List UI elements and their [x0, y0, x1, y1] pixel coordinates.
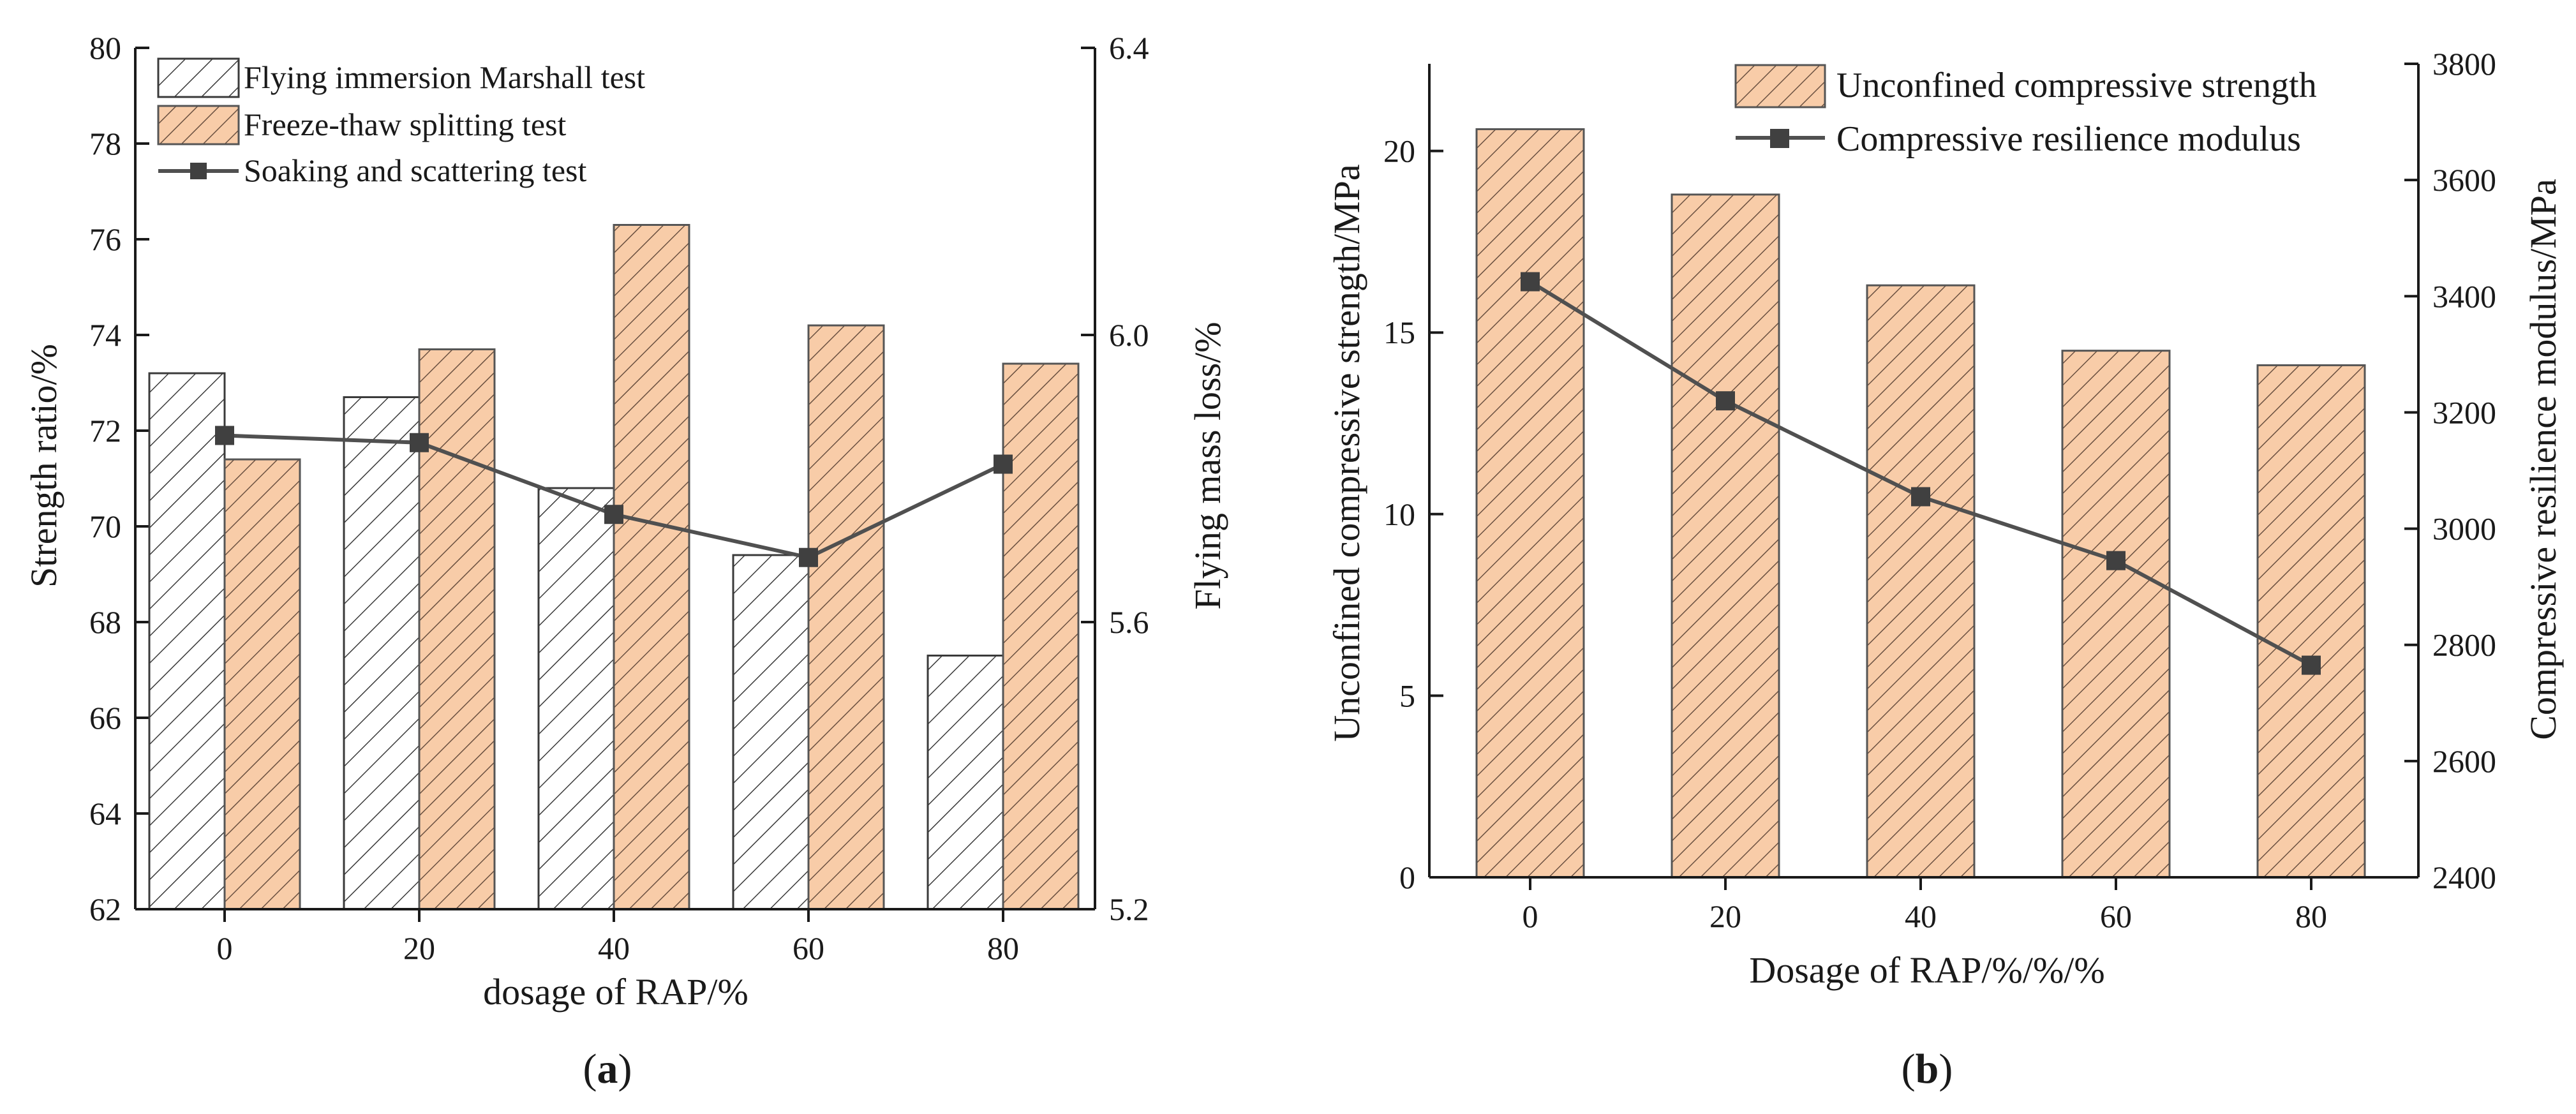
legend-label-ucs: Unconfined compressive strength — [1836, 66, 2317, 105]
line-point-marker — [1521, 272, 1540, 292]
y-tick-label: 0 — [1399, 859, 1415, 895]
y2-tick-label: 2800 — [2432, 627, 2496, 663]
legend: Flying immersion Marshall test Freeze-th… — [157, 57, 645, 188]
y-tick-label: 20 — [1383, 133, 1415, 169]
chart-panel-b: 0 5 10 15 20 2400 2600 2800 3000 3200 3400 3600 380… — [1326, 46, 2564, 1092]
legend-label-marshall: Flying immersion Marshall test — [244, 59, 645, 95]
y2-tick-label: 3200 — [2432, 394, 2496, 430]
y-tick-label: 76 — [89, 221, 121, 257]
bar — [537, 487, 615, 910]
legend-marker-modulus — [1770, 129, 1789, 148]
x-axis-ticks: 0 20 40 60 80 — [1523, 877, 2327, 934]
right-axis-ticks: 5.2 5.6 6.0 6.4 — [1081, 30, 1149, 927]
y-tick-label: 78 — [89, 126, 121, 161]
x-tick-label: 60 — [2100, 898, 2132, 934]
bar — [613, 224, 690, 910]
bar — [343, 396, 421, 910]
y2-tick-label: 5.2 — [1109, 891, 1149, 927]
x-tick-label: 40 — [1905, 898, 1937, 934]
y2-tick-label: 2400 — [2432, 859, 2496, 895]
line-series-group — [1521, 272, 2321, 675]
chart-panel-a: 62 64 66 68 70 72 74 76 78 80 5.2 5.6 6.0 6.4 0 20 40 6… — [23, 30, 1228, 1092]
y-axis-label: Strength ratio/% — [23, 344, 64, 588]
y-tick-label: 10 — [1383, 496, 1415, 532]
y2-tick-label: 3000 — [2432, 511, 2496, 547]
x-tick-label: 0 — [217, 930, 233, 966]
x-axis-label: dosage of RAP/% — [483, 971, 748, 1013]
legend-marker-soaking — [190, 163, 207, 179]
y2-tick-label: 3600 — [2432, 162, 2496, 198]
line-point-marker — [2302, 655, 2321, 675]
line-point-marker — [604, 505, 623, 524]
x-tick-label: 60 — [793, 930, 824, 966]
legend-swatch-marshall — [157, 57, 240, 98]
y-tick-label: 5 — [1399, 678, 1415, 713]
line-series-group — [215, 426, 1013, 567]
legend-swatch-ucs — [1734, 64, 1826, 108]
bar — [223, 458, 301, 910]
y-tick-label: 72 — [89, 413, 121, 449]
y2-axis-label: Compressive resilience modulus/MPa — [2522, 179, 2564, 740]
x-axis-ticks: 0 20 40 60 80 — [217, 909, 1019, 966]
bar — [1475, 128, 1585, 879]
bar — [1002, 362, 1080, 910]
bar — [1866, 284, 1976, 879]
line-point-marker — [994, 454, 1013, 474]
bar — [418, 348, 496, 910]
legend-swatch-freeze-thaw — [157, 105, 240, 145]
legend-label-freeze-thaw: Freeze-thaw splitting test — [244, 107, 567, 142]
y2-tick-label: 6.4 — [1109, 30, 1149, 66]
left-axis-ticks: 0 5 10 15 20 — [1383, 133, 1443, 895]
y2-tick-label: 5.6 — [1109, 604, 1149, 640]
y-tick-label: 66 — [89, 700, 121, 736]
y-tick-label: 64 — [89, 796, 121, 831]
bar — [2061, 350, 2171, 879]
left-axis-ticks: 62 64 66 68 70 72 74 76 78 80 — [89, 30, 149, 927]
panel-label-a: (a) — [583, 1046, 632, 1092]
y-tick-label: 70 — [89, 509, 121, 544]
x-tick-label: 80 — [987, 930, 1019, 966]
bar — [2256, 364, 2366, 879]
y-tick-label: 62 — [89, 891, 121, 927]
y-tick-label: 74 — [89, 317, 121, 353]
x-tick-label: 20 — [403, 930, 435, 966]
line-point-marker — [2106, 551, 2126, 570]
y-tick-label: 80 — [89, 30, 121, 66]
x-tick-label: 0 — [1523, 898, 1538, 934]
legend-label-soaking: Soaking and scattering test — [244, 152, 586, 188]
y2-axis-label: Flying mass loss/% — [1187, 322, 1228, 609]
y-tick-label: 68 — [89, 604, 121, 640]
bar — [927, 655, 1004, 910]
y-tick-label: 15 — [1383, 315, 1415, 350]
panel-label-b: (b) — [1902, 1046, 1953, 1092]
x-tick-label: 20 — [1709, 898, 1741, 934]
bar-series-group — [148, 224, 1080, 910]
bar — [807, 324, 885, 910]
y-axis-label: Unconfined compressive strength/MPa — [1326, 164, 1367, 741]
line-point-marker — [215, 426, 234, 445]
y2-tick-label: 3800 — [2432, 46, 2496, 82]
legend-label-modulus: Compressive resilience modulus — [1836, 119, 2301, 159]
line-point-marker — [799, 547, 818, 567]
y2-tick-label: 3400 — [2432, 278, 2496, 314]
line-point-marker — [410, 433, 429, 452]
bar — [1671, 193, 1780, 879]
bar-series-group — [1475, 128, 2366, 879]
x-tick-label: 40 — [598, 930, 630, 966]
plot-frame — [1428, 64, 2420, 879]
line-point-marker — [1716, 391, 1735, 411]
x-axis-label: Dosage of RAP/%/%/% — [1749, 949, 2104, 991]
right-axis-ticks: 2400 2600 2800 3000 3200 3400 3600 3800 — [2404, 46, 2496, 895]
line-point-marker — [1911, 487, 1930, 507]
bar — [148, 372, 226, 910]
y2-tick-label: 6.0 — [1109, 317, 1149, 353]
legend: Unconfined compressive strength Compress… — [1734, 64, 2317, 159]
bar — [732, 554, 810, 910]
y2-tick-label: 2600 — [2432, 743, 2496, 779]
x-tick-label: 80 — [2295, 898, 2327, 934]
